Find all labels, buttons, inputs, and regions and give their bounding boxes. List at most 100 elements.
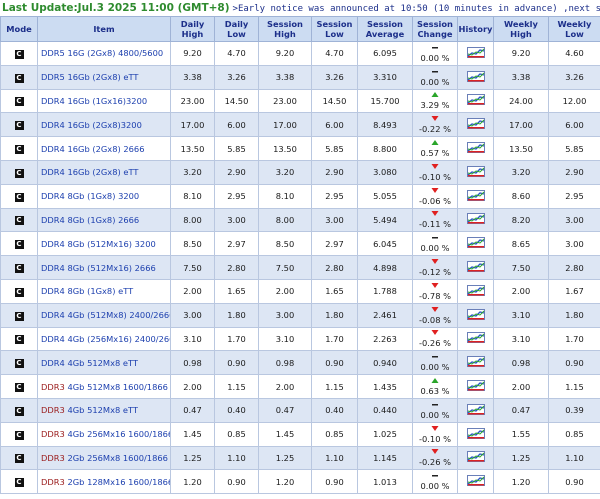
change-value: -0.78 %: [419, 290, 451, 301]
history-cell[interactable]: [457, 469, 494, 495]
price-cell: 1.80: [311, 302, 358, 328]
up-arrow: [431, 92, 439, 98]
item-generation: DDR5: [41, 48, 65, 59]
item-spec: 8Gb (512Mx16) 2666: [67, 262, 156, 273]
price-cell: 2.90: [214, 159, 259, 185]
history-cell[interactable]: [457, 397, 494, 423]
mode-icon: C: [14, 454, 24, 464]
item-spec: 4Gb (256Mx16) 2400/2666: [67, 333, 171, 344]
price-cell: 14.50: [311, 88, 358, 114]
item-cell: DDR4 8Gb (1Gx8) eTT: [37, 278, 171, 304]
table-row: C DDR4 16Gb (2Gx8) eTT 3.20 2.90 3.20 2.90 3.0…: [0, 159, 600, 185]
history-cell[interactable]: [457, 159, 494, 185]
change-cell: -0.10 %: [412, 159, 458, 185]
history-cell[interactable]: [457, 302, 494, 328]
mode-icon: C: [14, 145, 24, 155]
item-generation: DDR3: [41, 405, 65, 416]
price-cell: 3.20: [170, 159, 215, 185]
history-icon: [466, 308, 485, 320]
change-icon: [413, 68, 457, 77]
price-cell: 23.00: [170, 88, 215, 114]
item-cell: DDR5 16Gb (2Gx8) eTT: [37, 64, 171, 90]
change-value: 0.57 %: [420, 148, 450, 159]
table-row: C DDR3 2Gb 256Mx8 1600/1866 1.25 1.10 1.25 1.…: [0, 445, 600, 471]
price-cell: 1.70: [214, 326, 259, 352]
change-cell: 0.00 %: [412, 64, 458, 90]
weekly-cell: 9.20: [493, 41, 549, 66]
item-spec: 4Gb (512Mx8) 2400/2666: [67, 310, 171, 321]
price-cell: 0.440: [357, 397, 413, 423]
price-cell: 1.788: [357, 278, 413, 304]
price-cell: 2.80: [214, 255, 259, 280]
change-icon: [413, 448, 457, 457]
flat-mark: [432, 356, 438, 358]
item-cell: DDR3 2Gb 256Mx8 1600/1866: [37, 445, 171, 471]
history-icon: [466, 189, 485, 201]
history-cell[interactable]: [457, 278, 494, 304]
change-value: -0.06 %: [419, 195, 451, 206]
weekly-cell: 2.90: [548, 159, 600, 185]
table-row: C DDR4 8Gb (1Gx8) eTT 2.00 1.65 2.00 1.65 1.78…: [0, 278, 600, 304]
history-cell[interactable]: [457, 41, 494, 66]
item-spec: 8Gb (1Gx8) 3200: [67, 191, 140, 202]
change-icon: [413, 234, 457, 243]
price-cell: 1.20: [170, 469, 215, 495]
price-cell: 2.00: [258, 278, 312, 304]
item-cell: DDR3 2Gb 128Mx16 1600/1866: [37, 469, 171, 495]
change-icon: [413, 377, 457, 386]
column-header: Weekly High: [493, 16, 549, 42]
history-cell[interactable]: [457, 64, 494, 90]
price-cell: 3.26: [311, 64, 358, 90]
price-cell: 3.10: [170, 326, 215, 352]
history-cell[interactable]: [457, 374, 494, 399]
item-spec: 16Gb (2Gx8) eTT: [67, 167, 139, 178]
price-cell: 8.00: [170, 207, 215, 233]
price-cell: 5.055: [357, 183, 413, 209]
item-generation: DDR4: [41, 238, 65, 249]
price-cell: 1.70: [311, 326, 358, 352]
price-cell: 17.00: [170, 112, 215, 138]
history-cell[interactable]: [457, 255, 494, 280]
change-icon: [413, 472, 457, 481]
price-cell: 0.40: [311, 397, 358, 423]
table-row: C DDR4 4Gb (512Mx8) 2400/2666 3.00 1.80 3.00…: [0, 302, 600, 328]
history-cell[interactable]: [457, 112, 494, 138]
item-spec: 4Gb 512Mx8 eTT: [67, 405, 138, 416]
change-cell: -0.12 %: [412, 255, 458, 280]
history-icon: [466, 403, 485, 415]
item-spec: 16Gb (2Gx8) eTT: [67, 72, 139, 83]
mode-cell: C: [0, 350, 38, 376]
history-icon: [466, 237, 485, 249]
history-cell[interactable]: [457, 183, 494, 209]
history-cell[interactable]: [457, 88, 494, 114]
history-cell[interactable]: [457, 445, 494, 471]
history-icon: [466, 46, 485, 58]
table-row: C DDR3 2Gb 128Mx16 1600/1866 1.20 0.90 1.20 0…: [0, 469, 600, 495]
price-cell: 0.90: [311, 469, 358, 495]
history-cell[interactable]: [457, 350, 494, 376]
history-cell[interactable]: [457, 136, 494, 161]
weekly-cell: 8.60: [493, 183, 549, 209]
item-cell: DDR5 16G (2Gx8) 4800/5600: [37, 41, 171, 66]
change-cell: -0.26 %: [412, 445, 458, 471]
history-cell[interactable]: [457, 231, 494, 257]
price-cell: 1.15: [311, 374, 358, 399]
item-cell: DDR3 4Gb 512Mx8 1600/1866: [37, 374, 171, 399]
change-cell: -0.10 %: [412, 421, 458, 447]
history-cell[interactable]: [457, 207, 494, 233]
history-cell[interactable]: [457, 326, 494, 352]
price-cell: 3.080: [357, 159, 413, 185]
item-generation: DDR5: [41, 72, 65, 83]
mode-icon: C: [14, 311, 24, 321]
change-cell: 0.57 %: [412, 136, 458, 161]
table-row: C DDR4 8Gb (1Gx8) 3200 8.10 2.95 8.10 2.95 5.0…: [0, 183, 600, 209]
history-cell[interactable]: [457, 421, 494, 447]
item-generation: DDR4: [41, 357, 65, 368]
item-spec: 4Gb 512Mx8 1600/1866: [67, 381, 168, 392]
price-cell: 1.15: [214, 374, 259, 399]
weekly-cell: 0.47: [493, 397, 549, 423]
column-header: History: [457, 16, 494, 42]
down-arrow: [431, 306, 439, 312]
down-arrow: [431, 330, 439, 336]
up-arrow: [431, 140, 439, 146]
